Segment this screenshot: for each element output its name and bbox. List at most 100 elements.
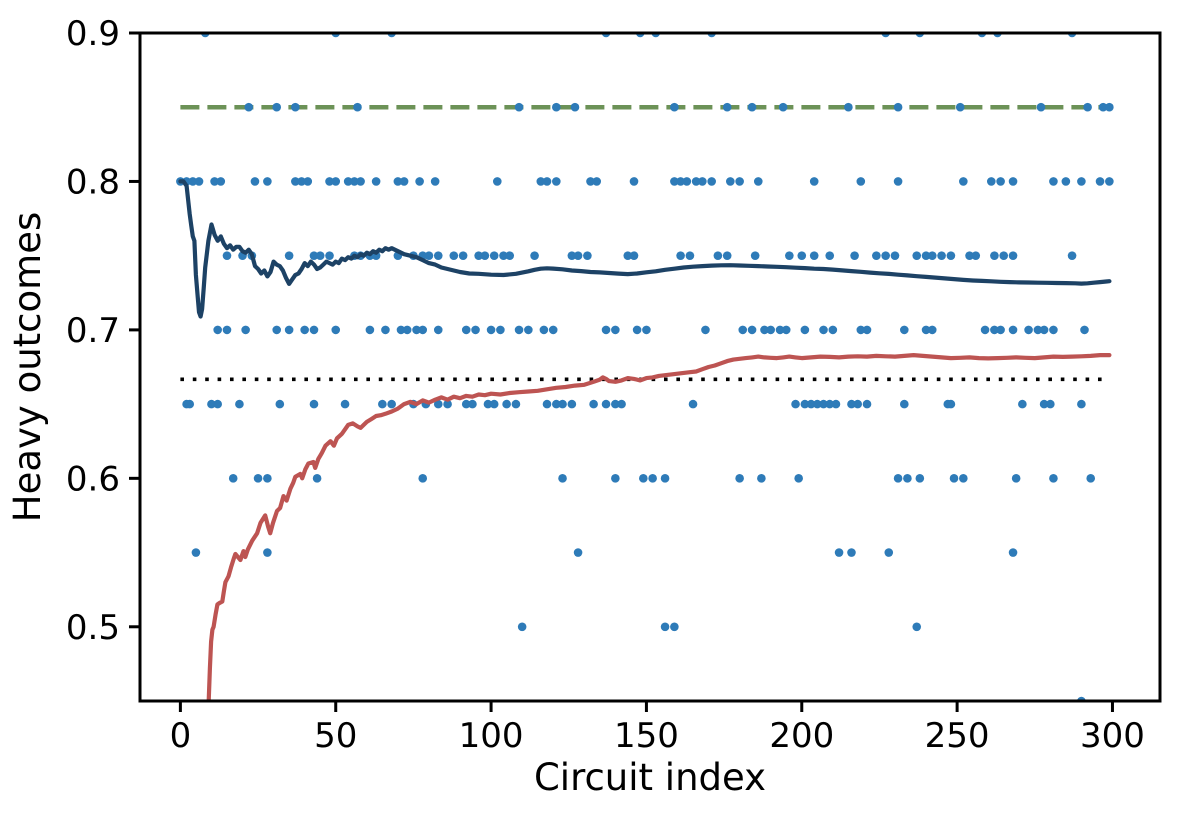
scatter-point [825,251,835,260]
scatter-point [1105,177,1114,186]
scatter-point [412,325,421,335]
scatter-point [847,548,856,557]
scatter-point [356,177,365,186]
scatter-point [813,399,822,409]
scatter-point [365,325,375,335]
scatter-point [291,102,300,112]
scatter-point [592,177,602,186]
scatter-point [1008,548,1018,557]
scatter-point [611,474,620,483]
scatter-point [381,325,390,335]
scatter-point [378,399,387,409]
scatter-point [284,251,294,260]
scatter-point [393,177,403,186]
scatter-point [284,325,294,335]
scatter-point [853,399,862,409]
scatter-point [682,177,692,186]
scatter-point [617,399,626,409]
scatter-point [688,399,698,409]
y-tick-label: 0.8 [66,162,120,202]
scatter-point [210,177,219,186]
scatter-point [191,548,201,557]
scatter-point [757,474,766,483]
scatter-point [819,399,828,409]
scatter-point [570,102,580,112]
scatter-point [468,399,477,409]
scatter-point [1046,399,1055,409]
scatter-point [272,325,282,335]
scatter-point [573,251,583,260]
scatter-point [496,325,505,335]
scatter-point [819,325,828,335]
scatter-point [253,474,263,483]
scatter-point [1039,325,1049,335]
y-tick-label: 0.7 [66,311,120,351]
scatter-point [415,177,424,186]
scatter-point [443,399,452,409]
scatter-point [567,251,577,260]
scatter-point [701,325,710,335]
scatter-point [698,177,707,186]
scatter-point [312,474,322,483]
scatter-point [228,474,238,483]
scatter-point [263,548,272,557]
scatter-point [642,325,651,335]
scatter-point [331,325,341,335]
scatter-point [1008,251,1018,260]
scatter-point [530,251,539,260]
scatter-point [188,177,198,186]
scatter-point [831,399,841,409]
scatter-point [990,325,999,335]
scatter-point [753,177,763,186]
scatter-point [903,474,912,483]
scatter-point [623,251,633,260]
scatter-point [387,399,396,409]
scatter-point [785,251,794,260]
scatter-point [325,177,334,186]
scatter-point [872,251,881,260]
scatter-point [207,399,216,409]
scatter-point [222,325,232,335]
scatter-point [921,251,931,260]
scatter-point [1039,399,1049,409]
scatter-point [912,251,922,260]
scatter-point [1049,474,1058,483]
scatter-point [996,177,1005,186]
scatter-point [492,177,502,186]
scatter-point [611,325,620,335]
scatter-point [986,177,996,186]
scatter-point [660,474,670,483]
scatter-point [912,622,922,632]
scatter-point [722,102,732,112]
scatter-point [536,177,546,186]
scatter-point [583,251,592,260]
scatter-point [263,177,272,186]
scatter-point [676,251,685,260]
scatter-point [1024,325,1033,335]
scatter-point [489,251,499,260]
scatter-point [449,251,459,260]
scatter-point [489,399,499,409]
scatter-point [514,325,524,335]
scatter-point [856,325,866,335]
scatter-point [325,251,334,260]
scatter-point [309,399,319,409]
scatter-point [250,177,260,186]
scatter-point [216,177,226,186]
scatter-point [430,177,440,186]
scatter-point [514,102,524,112]
scatter-point [309,325,319,335]
scatter-point [775,325,785,335]
scatter-point [735,177,744,186]
scatter-point [461,399,471,409]
scatter-point [927,251,937,260]
scatter-point [747,325,757,335]
x-tick-label: 250 [925,716,990,756]
scatter-point [1105,102,1114,112]
x-tick-label: 200 [769,716,834,756]
scatter-point [999,251,1009,260]
x-tick-label: 300 [1080,716,1145,756]
scatter-point [893,177,903,186]
scatter-point [670,102,679,112]
